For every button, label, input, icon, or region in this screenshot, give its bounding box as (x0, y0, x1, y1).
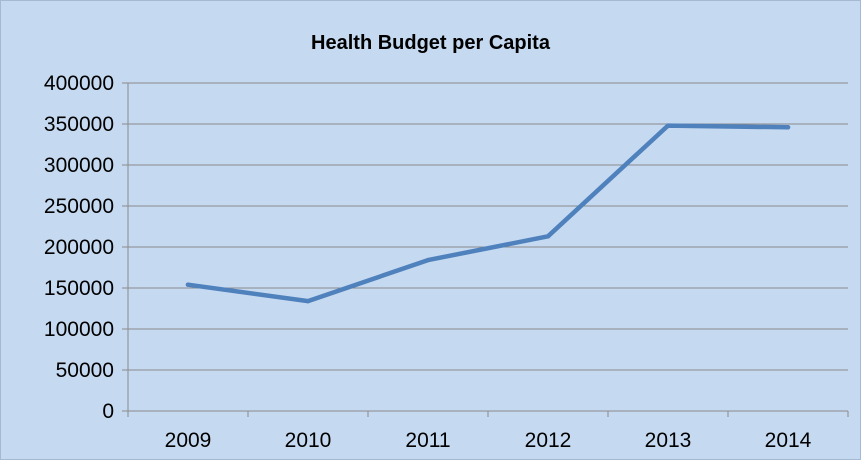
y-tick-label: 200000 (44, 236, 114, 259)
y-tick-label: 100000 (44, 318, 114, 341)
y-tick-label: 0 (102, 400, 114, 423)
data-point-2012 (545, 234, 551, 239)
x-tick-label: 2013 (645, 429, 692, 452)
series-line (185, 123, 791, 304)
x-tick-label: 2014 (765, 429, 812, 452)
data-point-2011 (425, 257, 431, 263)
x-tick-label: 2011 (405, 429, 450, 452)
data-point-2013 (665, 123, 671, 128)
x-tick-label: 2009 (165, 429, 212, 452)
x-tick-label: 2010 (285, 429, 332, 452)
data-point-2009 (185, 282, 191, 287)
tick-labels: 0 50000 100000 150000 200000 250000 300000 3500… (44, 72, 812, 452)
y-tick-label: 250000 (44, 195, 114, 218)
axes (122, 82, 849, 417)
y-tick-label: 50000 (56, 359, 114, 382)
data-point-2010 (305, 298, 311, 304)
y-tick-label: 400000 (44, 72, 114, 95)
series-layer (185, 123, 791, 304)
y-tick-label: 300000 (44, 154, 114, 177)
x-tick-label: 2012 (525, 429, 572, 452)
data-point-2014 (785, 125, 791, 130)
y-tick-label: 150000 (44, 277, 114, 300)
chart-title: Health Budget per Capita (311, 32, 550, 54)
y-tick-label: 350000 (44, 113, 114, 136)
